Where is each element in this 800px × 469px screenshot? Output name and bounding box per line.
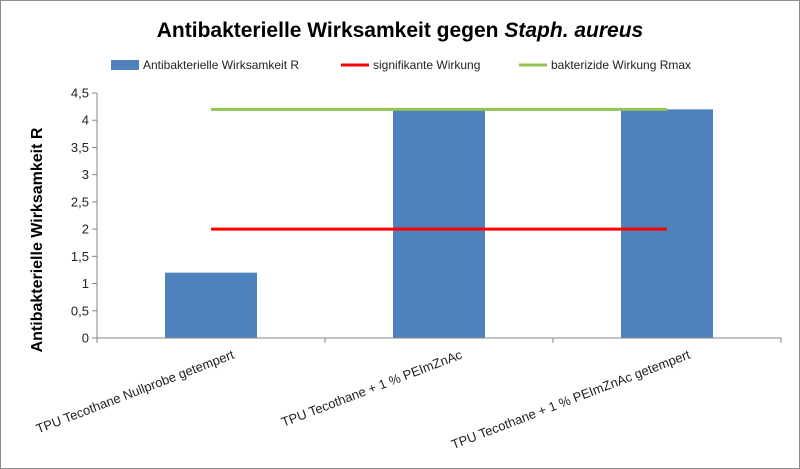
legend-label: bakterizide Wirkung Rmax bbox=[551, 58, 691, 72]
legend-label: signifikante Wirkung bbox=[373, 58, 480, 72]
y-tick-label: 2,5 bbox=[71, 194, 89, 209]
x-tick-label: TPU Tecothane + 1 % PEImZnAc getempert bbox=[449, 347, 692, 452]
legend: Antibakterielle Wirksamkeit R signifikant… bbox=[111, 58, 691, 72]
bar bbox=[165, 272, 257, 338]
legend-label: Antibakterielle Wirksamkeit R bbox=[143, 58, 299, 72]
x-tick-label: TPU Tecothane Nullprobe getempert bbox=[34, 347, 237, 437]
bar bbox=[393, 109, 485, 338]
y-axis-label: Antibakterielle Wirksamkeit R bbox=[29, 127, 46, 352]
y-tick-label: 0,5 bbox=[71, 303, 89, 318]
y-tick-label: 0 bbox=[82, 331, 89, 346]
y-tick-label: 4 bbox=[82, 113, 89, 128]
chart-title: Antibakterielle Wirksamkeit gegen Staph.… bbox=[157, 19, 643, 42]
y-tick-label: 2 bbox=[82, 222, 89, 237]
y-tick-label: 3 bbox=[82, 167, 89, 182]
y-tick-label: 1,5 bbox=[71, 249, 89, 264]
x-tick-label: TPU Tecothane + 1 % PEImZnAc bbox=[279, 347, 464, 430]
chart-title-main: Antibakterielle Wirksamkeit gegen bbox=[157, 19, 505, 42]
chart-title-italic: Staph. aureus bbox=[504, 19, 643, 42]
y-tick-label: 3,5 bbox=[71, 140, 89, 155]
plot-area: 0 0,5 1 1,5 2 2,5 3 3,5 4 4,5 TPU Tecothane Nullpr… bbox=[34, 86, 782, 452]
y-tick-label: 1 bbox=[82, 276, 89, 291]
legend-swatch bbox=[111, 60, 139, 70]
bar bbox=[621, 109, 713, 338]
y-tick-label: 4,5 bbox=[71, 86, 89, 101]
